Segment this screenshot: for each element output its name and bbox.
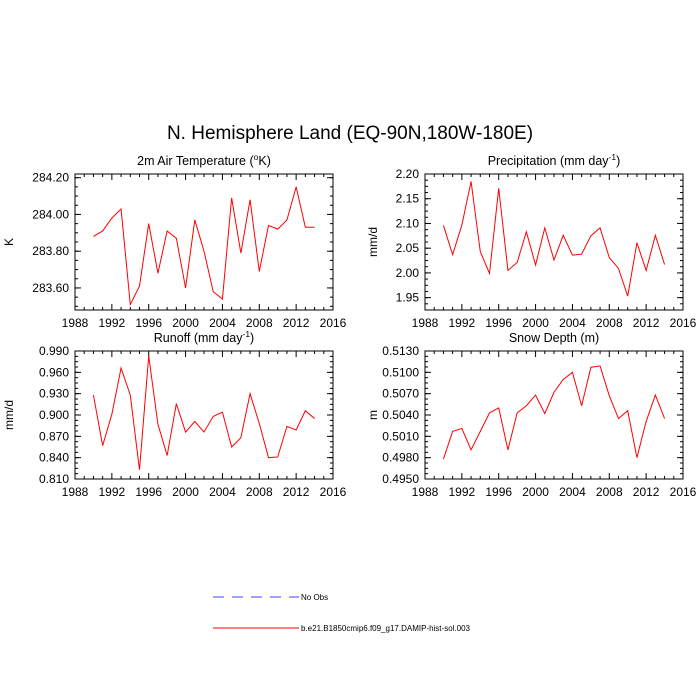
panel-title-text: Snow Depth (m) <box>509 331 599 345</box>
panel-title: Snow Depth (m) <box>509 331 599 345</box>
panel-title: Precipitation (mm day-1) <box>488 152 621 168</box>
x-tick-label: 1988 <box>412 485 439 499</box>
y-tick-label: 284.20 <box>32 171 69 185</box>
legend-label: No Obs <box>301 593 328 602</box>
x-tick-label: 2004 <box>559 316 586 330</box>
x-tick-label: 2008 <box>246 485 273 499</box>
y-tick-label: 0.960 <box>39 365 69 379</box>
y-tick-label: 283.60 <box>32 281 69 295</box>
y-tick-label: 0.4950 <box>382 472 419 486</box>
x-tick-label: 1992 <box>99 485 126 499</box>
x-tick-label: 2000 <box>522 316 549 330</box>
panel-4: Snow Depth (m) 1988 1992 1996 2000 2004 2008 20… <box>366 331 697 499</box>
y-tick-label: 2.20 <box>396 167 420 181</box>
x-tick-label: 2000 <box>522 485 549 499</box>
y-tick-label: 2.15 <box>396 192 420 206</box>
x-tick-label: 2004 <box>209 316 236 330</box>
plot-frame <box>424 173 684 311</box>
y-axis-label: mm/d <box>2 400 16 430</box>
y-tick-label: 0.990 <box>39 344 69 358</box>
x-tick-label: 1996 <box>135 485 162 499</box>
y-tick-label: 0.5100 <box>382 365 419 379</box>
panel-1: 2m Air Temperature (oK) 1988 1992 1996 2000 2… <box>2 152 347 330</box>
y-tick-label: 0.900 <box>39 408 69 422</box>
legend: No Obs b.e21.B1850cmip6.f09_g17.DAMIP-his… <box>213 593 471 633</box>
x-tick-label: 2012 <box>633 316 660 330</box>
x-tick-label: 1996 <box>485 316 512 330</box>
x-tick-label: 2016 <box>320 316 347 330</box>
panel-title-suffix: K) <box>258 154 271 168</box>
x-tick-label: 1988 <box>412 316 439 330</box>
panel-2: Precipitation (mm day-1) 1988 1992 1996 2000… <box>366 152 697 330</box>
y-tick-label: 0.870 <box>39 429 69 443</box>
y-tick-label: 2.05 <box>396 241 420 255</box>
x-tick-label: 2008 <box>596 485 623 499</box>
y-tick-label: 0.5010 <box>382 429 419 443</box>
panel-title-suffix: ) <box>616 154 620 168</box>
panel-title: Runoff (mm day-1) <box>154 329 254 345</box>
y-tick-label: 2.10 <box>396 216 420 230</box>
x-tick-label: 2004 <box>559 485 586 499</box>
y-tick-label: 0.930 <box>39 387 69 401</box>
y-tick-label: 0.4980 <box>382 451 419 465</box>
y-axis-label: K <box>2 238 16 246</box>
panels-group: 2m Air Temperature (oK)1988 1992 1996 2000 2… <box>2 152 697 499</box>
x-tick-label: 2008 <box>246 316 273 330</box>
x-tick-label: 1988 <box>62 485 89 499</box>
x-tick-label: 2004 <box>209 485 236 499</box>
y-axis-label: mm/d <box>366 227 380 257</box>
panel-title: 2m Air Temperature (oK) <box>137 152 271 168</box>
panel-title-text: Runoff (mm day <box>154 331 243 345</box>
y-tick-label: 284.00 <box>32 207 69 221</box>
x-tick-label: 2016 <box>670 316 697 330</box>
chart-title: N. Hemisphere Land (EQ-90N,180W-180E) <box>167 123 533 144</box>
panel-title-sup: o <box>254 152 259 162</box>
panel-title-text: 2m Air Temperature ( <box>137 154 254 168</box>
y-tick-label: 1.95 <box>396 291 420 305</box>
y-tick-label: 0.5040 <box>382 408 419 422</box>
legend-label: b.e21.B1850cmip6.f09_g17.DAMIP-hist-sol.… <box>301 624 471 633</box>
x-tick-label: 2012 <box>633 485 660 499</box>
y-tick-label: 283.80 <box>32 244 69 258</box>
panel-title-sup: -1 <box>609 152 617 162</box>
series-line <box>442 365 666 460</box>
panel-title-text: Precipitation (mm day <box>488 154 610 168</box>
x-tick-label: 2016 <box>670 485 697 499</box>
x-tick-label: 2012 <box>283 316 310 330</box>
x-tick-label: 1996 <box>485 485 512 499</box>
y-tick-label: 0.5130 <box>382 344 419 358</box>
x-tick-label: 1988 <box>62 316 89 330</box>
x-tick-label: 2016 <box>320 485 347 499</box>
x-tick-label: 1992 <box>449 485 476 499</box>
series-line <box>92 355 315 470</box>
plot-frame <box>424 350 684 480</box>
plot-frame <box>74 350 334 480</box>
x-tick-label: 2000 <box>172 485 199 499</box>
series-line <box>442 181 666 297</box>
x-tick-label: 1992 <box>449 316 476 330</box>
panel-3: Runoff (mm day-1) 1988 1992 1996 2000 2004 200… <box>2 329 347 499</box>
x-tick-label: 2008 <box>596 316 623 330</box>
panel-title-suffix: ) <box>250 331 254 345</box>
x-tick-label: 2000 <box>172 316 199 330</box>
y-axis-label: m <box>366 410 380 420</box>
y-tick-label: 0.5070 <box>382 387 419 401</box>
x-tick-label: 2012 <box>283 485 310 499</box>
x-tick-label: 1996 <box>135 316 162 330</box>
y-tick-label: 0.810 <box>39 472 69 486</box>
series-line <box>93 186 315 307</box>
panel-title-sup: -1 <box>242 329 250 339</box>
x-tick-label: 1992 <box>99 316 126 330</box>
y-tick-label: 2.00 <box>396 266 420 280</box>
y-tick-label: 0.840 <box>39 451 69 465</box>
